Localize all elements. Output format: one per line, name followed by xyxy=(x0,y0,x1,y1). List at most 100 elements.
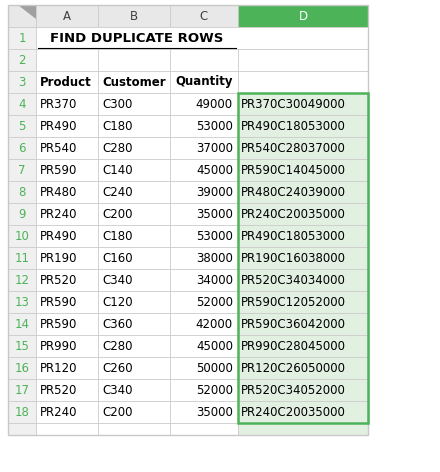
Text: PR490C18053000: PR490C18053000 xyxy=(241,119,346,133)
Bar xyxy=(8,93,36,115)
Bar xyxy=(170,49,238,71)
Text: C140: C140 xyxy=(102,163,132,177)
Bar xyxy=(8,291,36,313)
Text: Customer: Customer xyxy=(102,76,165,89)
Bar xyxy=(170,225,238,247)
Bar xyxy=(238,357,368,379)
Bar xyxy=(170,137,238,159)
Text: 7: 7 xyxy=(18,163,26,177)
Bar xyxy=(238,401,368,423)
Text: C340: C340 xyxy=(102,383,132,396)
Text: PR240: PR240 xyxy=(40,208,77,220)
Text: PR520: PR520 xyxy=(40,273,77,287)
Text: PR120C26050000: PR120C26050000 xyxy=(241,362,346,374)
Bar xyxy=(238,5,368,27)
Text: A: A xyxy=(63,9,71,23)
Text: 16: 16 xyxy=(15,362,29,374)
Text: C360: C360 xyxy=(102,318,132,330)
Text: PR490: PR490 xyxy=(40,229,77,243)
Bar xyxy=(98,269,170,291)
Text: PR120: PR120 xyxy=(40,362,77,374)
Text: 9: 9 xyxy=(18,208,26,220)
Bar xyxy=(98,247,170,269)
Bar xyxy=(8,49,36,71)
Text: PR520: PR520 xyxy=(40,383,77,396)
Bar xyxy=(36,357,98,379)
Bar xyxy=(170,335,238,357)
Bar xyxy=(36,379,98,401)
Bar xyxy=(8,203,36,225)
Bar xyxy=(170,313,238,335)
Text: 14: 14 xyxy=(15,318,29,330)
Text: D: D xyxy=(298,9,308,23)
Text: 1: 1 xyxy=(18,32,26,44)
Bar xyxy=(238,71,368,93)
Text: B: B xyxy=(130,9,138,23)
Bar xyxy=(36,181,98,203)
Bar xyxy=(8,5,368,435)
Bar xyxy=(98,335,170,357)
Bar xyxy=(238,225,368,247)
Text: PR590: PR590 xyxy=(40,318,77,330)
Text: 42000: 42000 xyxy=(196,318,233,330)
Bar xyxy=(36,159,98,181)
Bar xyxy=(98,93,170,115)
Text: C280: C280 xyxy=(102,142,132,154)
Bar xyxy=(98,291,170,313)
Bar xyxy=(8,357,36,379)
Text: Quantity: Quantity xyxy=(176,76,233,89)
Text: PR990C28045000: PR990C28045000 xyxy=(241,339,346,353)
Bar xyxy=(238,49,368,71)
Text: 8: 8 xyxy=(18,185,26,199)
Text: 17: 17 xyxy=(15,383,29,396)
Text: 13: 13 xyxy=(15,295,29,309)
Text: C340: C340 xyxy=(102,273,132,287)
Bar xyxy=(36,93,98,115)
Bar xyxy=(8,137,36,159)
Text: C240: C240 xyxy=(102,185,132,199)
Text: PR520C34052000: PR520C34052000 xyxy=(241,383,346,396)
Bar xyxy=(238,159,368,181)
Bar xyxy=(36,313,98,335)
Bar xyxy=(8,313,36,335)
Text: 6: 6 xyxy=(18,142,26,154)
Bar xyxy=(98,159,170,181)
Bar xyxy=(238,269,368,291)
Bar xyxy=(170,181,238,203)
Text: 37000: 37000 xyxy=(196,142,233,154)
Bar xyxy=(98,5,170,27)
Text: C120: C120 xyxy=(102,295,132,309)
Text: 10: 10 xyxy=(15,229,29,243)
Bar xyxy=(98,313,170,335)
Bar xyxy=(170,203,238,225)
Bar xyxy=(36,225,98,247)
Text: 12: 12 xyxy=(15,273,29,287)
Bar xyxy=(8,247,36,269)
Bar xyxy=(238,423,368,435)
Bar xyxy=(98,203,170,225)
Bar xyxy=(170,379,238,401)
Bar xyxy=(36,247,98,269)
Text: 50000: 50000 xyxy=(196,362,233,374)
Bar xyxy=(36,115,98,137)
Bar xyxy=(238,247,368,269)
Text: 2: 2 xyxy=(18,53,26,67)
Bar xyxy=(170,357,238,379)
Bar xyxy=(8,423,36,435)
Text: PR590C14045000: PR590C14045000 xyxy=(241,163,346,177)
Bar xyxy=(238,379,368,401)
Bar xyxy=(238,115,368,137)
Bar xyxy=(98,181,170,203)
Bar xyxy=(238,313,368,335)
Text: PR520C34034000: PR520C34034000 xyxy=(241,273,346,287)
Text: 52000: 52000 xyxy=(196,383,233,396)
Text: PR590: PR590 xyxy=(40,295,77,309)
Bar xyxy=(8,27,36,49)
Bar xyxy=(98,225,170,247)
Text: 18: 18 xyxy=(15,405,29,419)
Bar xyxy=(36,401,98,423)
Text: PR590C36042000: PR590C36042000 xyxy=(241,318,346,330)
Text: 15: 15 xyxy=(15,339,29,353)
Text: C260: C260 xyxy=(102,362,132,374)
Bar xyxy=(170,71,238,93)
